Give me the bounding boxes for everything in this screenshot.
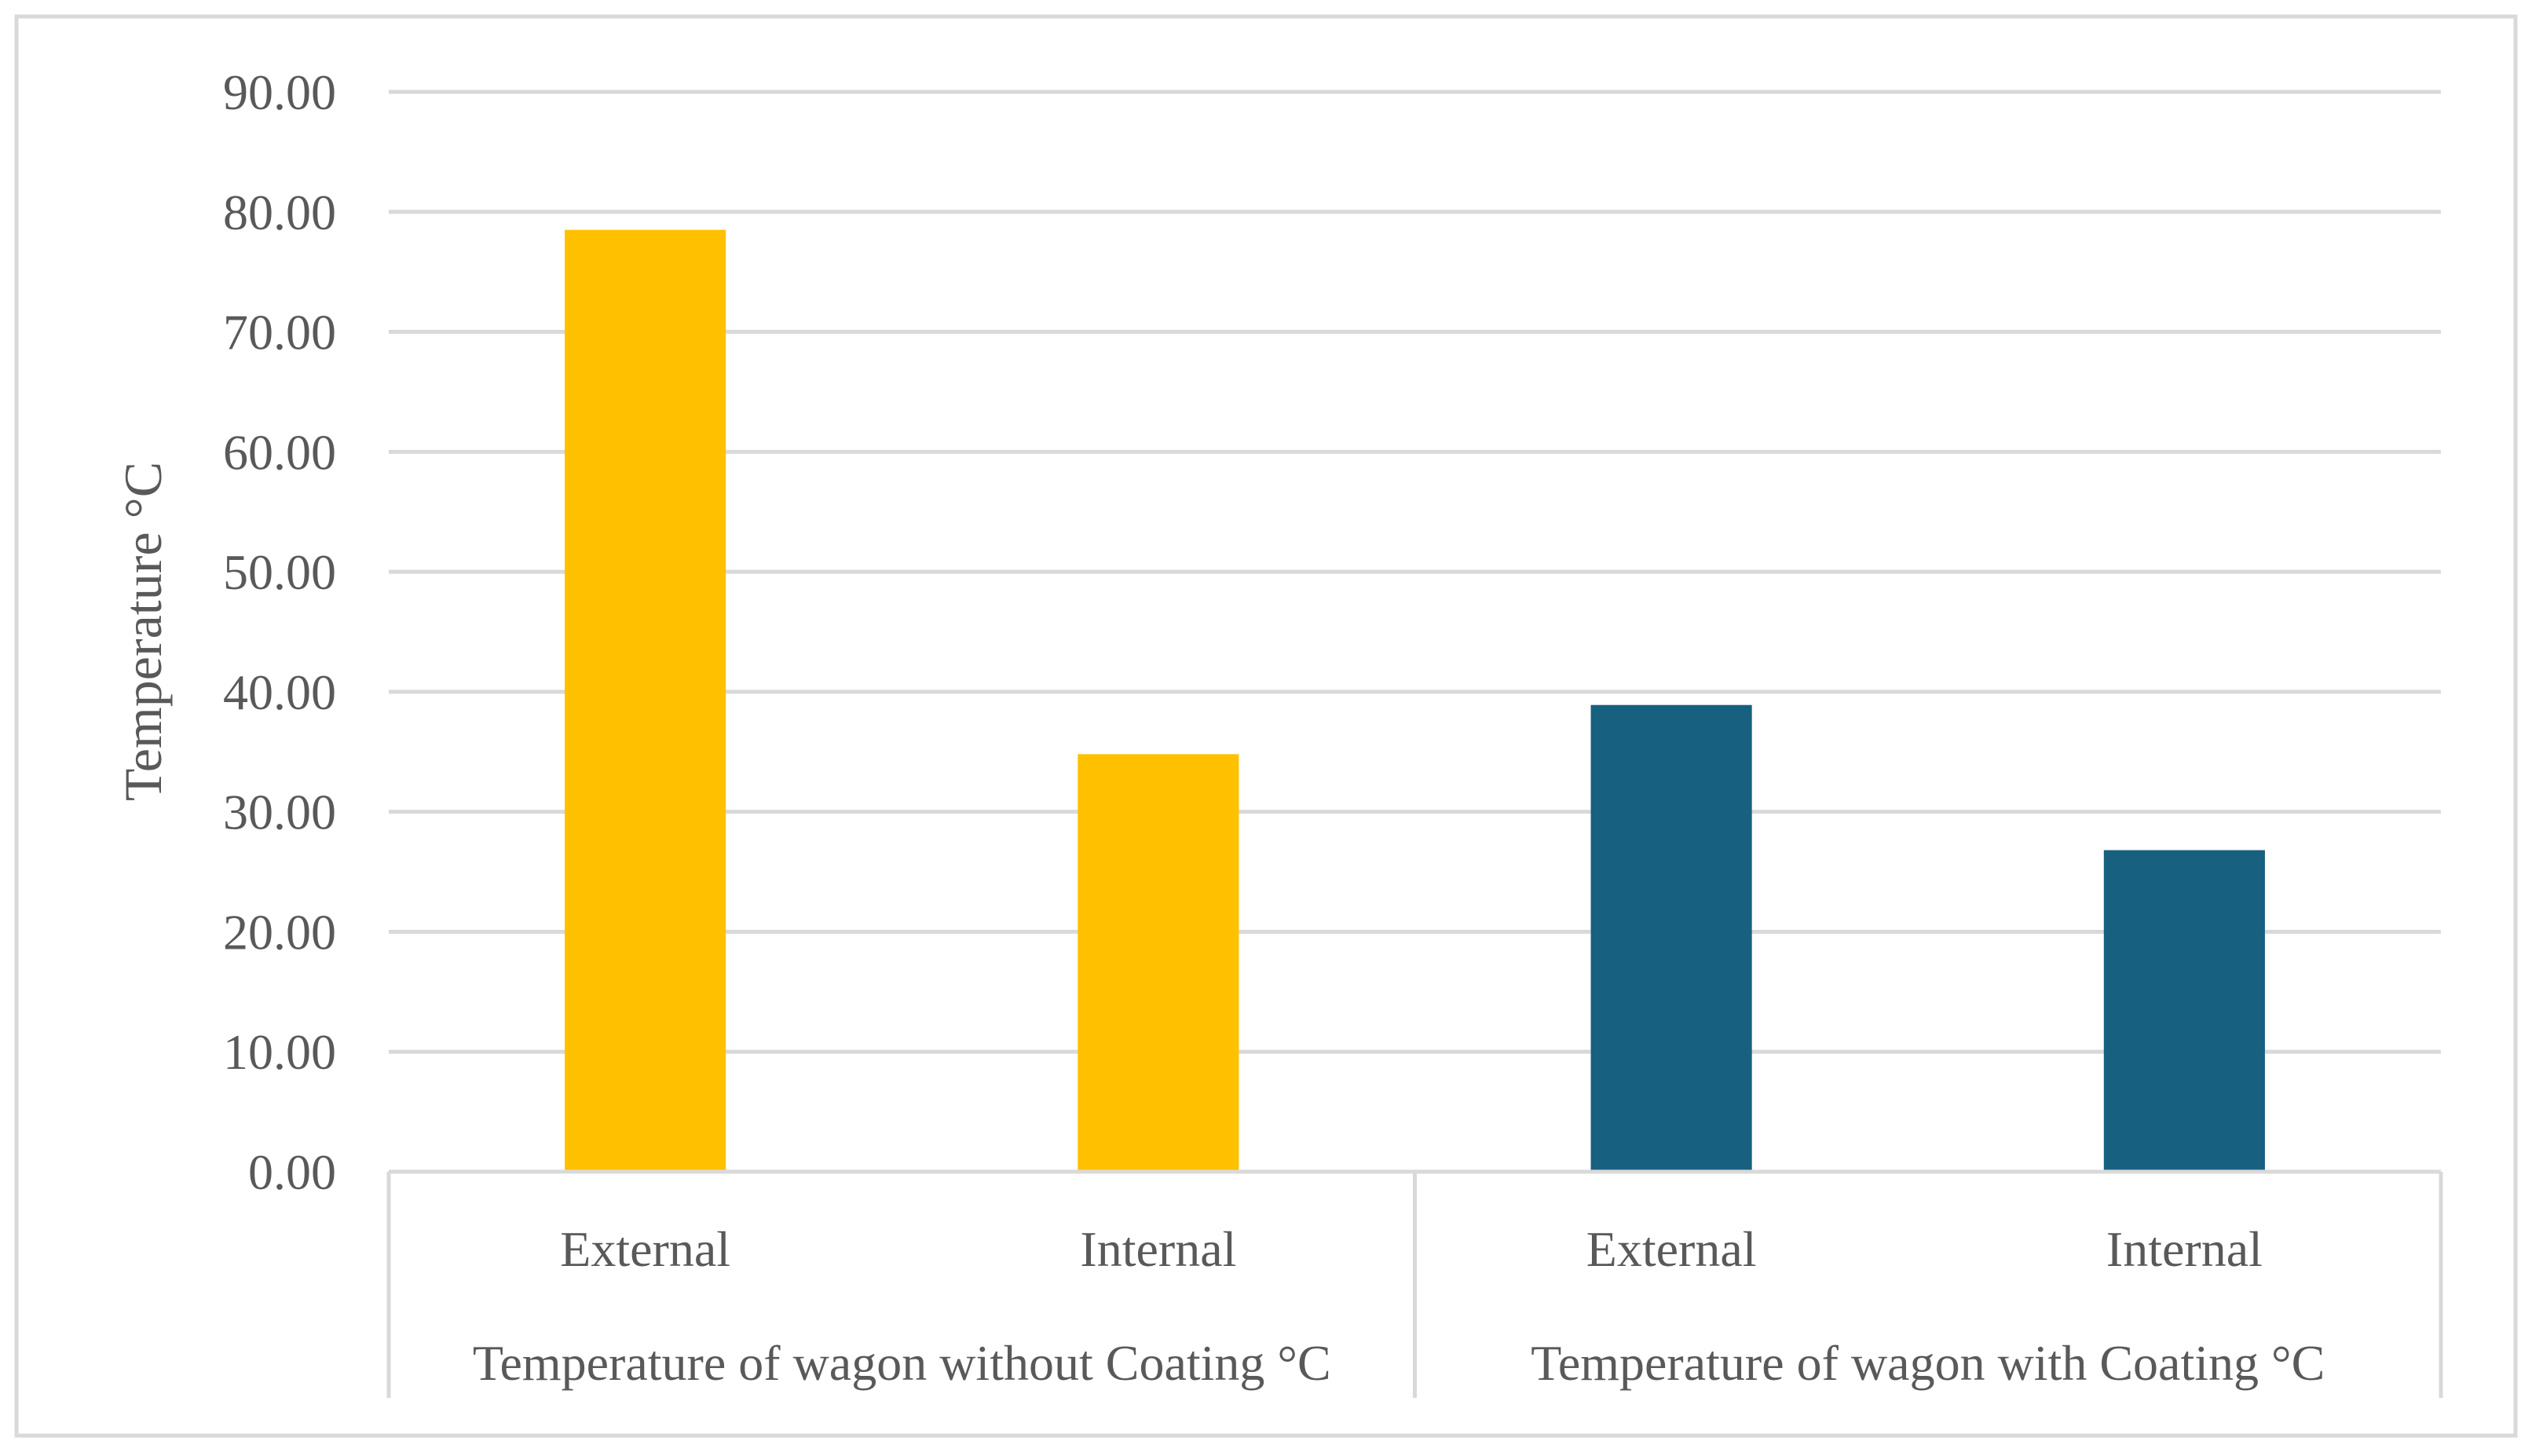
x-group-label: Temperature of wagon with Coating °C: [1531, 1335, 2325, 1391]
y-tick-label: 10.00: [223, 1024, 336, 1080]
y-axis-title: Temperature °C: [113, 462, 173, 801]
y-tick-label: 60.00: [223, 424, 336, 480]
y-axis-ticks: 0.00 10.00 20.00 30.00 40.00 50.00 60.00 70.00 8…: [223, 64, 336, 1200]
y-tick-label: 70.00: [223, 305, 336, 360]
x-group-label: Temperature of wagon without Coating °C: [473, 1335, 1331, 1391]
x-category-label: Internal: [2106, 1221, 2263, 1277]
y-tick-label: 80.00: [223, 185, 336, 240]
bar-internal-with-coating: [2103, 850, 2265, 1172]
x-category-label: External: [1586, 1221, 1757, 1277]
bar-internal-without-coating: [1078, 754, 1239, 1172]
category-axis: External Internal Temperature of wagon wit…: [386, 1169, 2443, 1398]
gridlines: [389, 90, 2441, 1054]
bar-external-with-coating: [1590, 704, 1752, 1172]
y-tick-label: 50.00: [223, 544, 336, 600]
y-tick-label: 40.00: [223, 664, 336, 720]
y-tick-label: 0.00: [248, 1144, 336, 1200]
y-tick-label: 20.00: [223, 904, 336, 960]
y-tick-label: 90.00: [223, 64, 336, 120]
x-category-label: Internal: [1080, 1221, 1236, 1277]
x-category-label: External: [560, 1221, 730, 1277]
y-tick-label: 30.00: [223, 785, 336, 840]
bars: [565, 229, 2265, 1172]
bar-external-without-coating: [565, 229, 726, 1172]
chart-frame: [14, 14, 2518, 1438]
